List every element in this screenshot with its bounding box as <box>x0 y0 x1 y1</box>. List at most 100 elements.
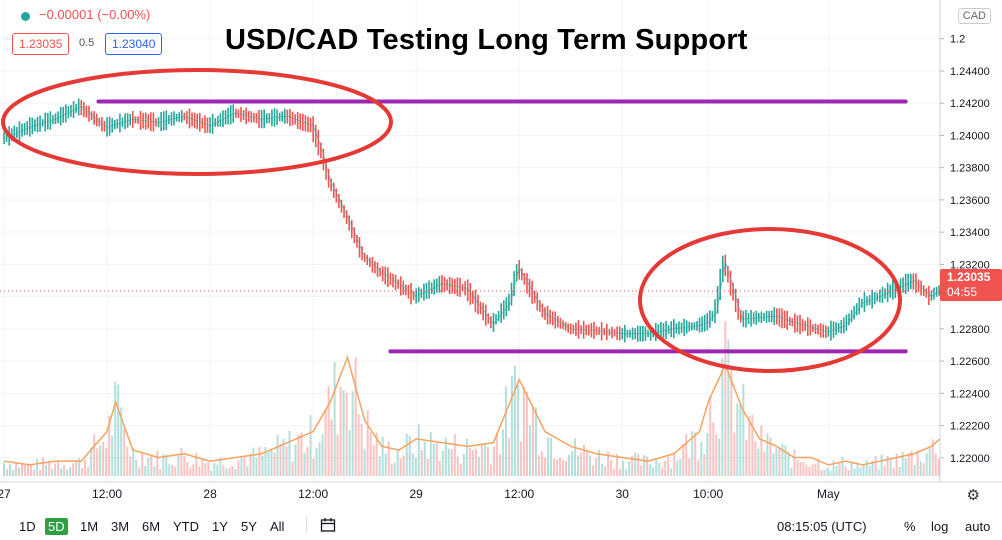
volume-bar <box>282 438 285 476</box>
last-price-tag: 1.23035 04:55 <box>940 269 1002 301</box>
volume-bar <box>192 464 195 476</box>
volume-bar <box>210 470 213 476</box>
range-5d-button[interactable]: 5D <box>45 518 68 535</box>
volume-bar <box>345 392 348 476</box>
volume-bar <box>318 442 321 476</box>
volume-bar <box>631 455 634 476</box>
volume-bar <box>111 435 114 476</box>
volume-bar <box>198 466 201 476</box>
x-tick-label: 27 <box>0 487 11 501</box>
volume-bar <box>174 466 177 476</box>
volume-bar <box>237 460 240 476</box>
annotation-ellipse-top <box>1 68 393 176</box>
volume-bar <box>712 422 715 476</box>
volume-bar <box>525 391 528 476</box>
volume-bar <box>18 467 21 476</box>
volume-bar <box>39 469 42 476</box>
volume-bar <box>904 458 907 476</box>
volume-bar <box>769 437 772 476</box>
volume-bar <box>234 468 237 476</box>
volume-bar <box>700 442 703 476</box>
gear-icon[interactable]: ⚙ <box>966 487 980 504</box>
volume-bar <box>306 446 309 476</box>
volume-bar <box>99 445 102 476</box>
volume-bar <box>586 450 589 476</box>
volume-bar <box>658 462 661 476</box>
volume-bar <box>583 444 586 476</box>
utc-clock[interactable]: 08:15:05 (UTC) <box>777 519 867 534</box>
log-toggle[interactable]: log <box>931 519 949 534</box>
volume-bar <box>676 460 679 476</box>
volume-bar <box>850 461 853 476</box>
volume-bar <box>423 441 426 476</box>
annotation-ellipse-bottom <box>638 227 902 373</box>
volume-bar <box>664 460 667 476</box>
volume-bar <box>483 444 486 476</box>
volume-bar <box>201 458 204 476</box>
volume-bar <box>75 460 78 476</box>
range-5y-button[interactable]: 5Y <box>241 519 257 534</box>
volume-bar <box>30 465 33 476</box>
volume-bar <box>294 444 297 476</box>
volume-bar <box>300 432 303 476</box>
volume-bar <box>739 404 742 476</box>
volume-bar <box>117 384 120 476</box>
buy-price-button[interactable]: 1.23040 <box>105 33 163 55</box>
range-1y-button[interactable]: 1Y <box>212 519 228 534</box>
volume-bar <box>15 462 18 476</box>
volume-bar <box>796 459 799 476</box>
volume-bar <box>760 425 763 476</box>
y-tick-label: 1.22600 <box>950 356 990 368</box>
volume-bar <box>510 375 513 476</box>
volume-bar <box>646 456 649 476</box>
volume-bar <box>144 465 147 476</box>
range-1m-button[interactable]: 1M <box>80 519 99 534</box>
x-tick-label: 30 <box>616 487 630 501</box>
sell-price-button[interactable]: 1.23035 <box>12 33 70 55</box>
volume-bar <box>417 424 420 476</box>
range-ytd-button[interactable]: YTD <box>173 519 199 534</box>
calendar-icon[interactable] <box>320 517 336 533</box>
range-1d-button[interactable]: 1D <box>19 519 36 534</box>
volume-bar <box>162 454 165 476</box>
volume-bar <box>156 450 159 476</box>
volume-bar <box>498 454 501 476</box>
volume-bar <box>501 429 504 476</box>
y-tick-label: 1.24400 <box>950 66 990 78</box>
volume-bar <box>222 465 225 476</box>
volume-bar <box>694 432 697 476</box>
volume-bar <box>153 466 156 476</box>
volume-bar <box>598 449 601 476</box>
currency-badge[interactable]: CAD <box>957 8 991 24</box>
volume-bar <box>715 434 718 476</box>
volume-bar <box>429 431 432 476</box>
volume-bar <box>69 466 72 476</box>
volume-bar <box>610 460 613 476</box>
volume-bar <box>183 456 186 476</box>
volume-bar <box>54 463 57 476</box>
volume-bar <box>297 434 300 476</box>
volume-bar <box>96 448 99 476</box>
volume-bar <box>363 448 366 476</box>
percent-toggle[interactable]: % <box>904 519 916 534</box>
volume-bar <box>477 456 480 476</box>
volume-bar <box>285 446 288 476</box>
range-all-button[interactable]: All <box>270 519 285 534</box>
volume-bar <box>390 463 393 476</box>
volume-bar <box>36 459 39 476</box>
volume-bar <box>150 455 153 476</box>
range-6m-button[interactable]: 6M <box>142 519 161 534</box>
volume-bar <box>559 457 562 476</box>
volume-bar <box>414 457 417 476</box>
market-status-dot <box>21 12 30 21</box>
volume-bar <box>682 444 685 476</box>
volume-bar <box>781 443 784 476</box>
auto-toggle[interactable]: auto <box>965 519 991 534</box>
volume-bar <box>616 453 619 476</box>
volume-bar <box>589 455 592 476</box>
volume-bar <box>228 468 231 476</box>
volume-bar <box>225 468 228 476</box>
range-3m-button[interactable]: 3M <box>111 519 130 534</box>
volume-bar <box>838 461 841 476</box>
volume-bar <box>213 462 216 476</box>
